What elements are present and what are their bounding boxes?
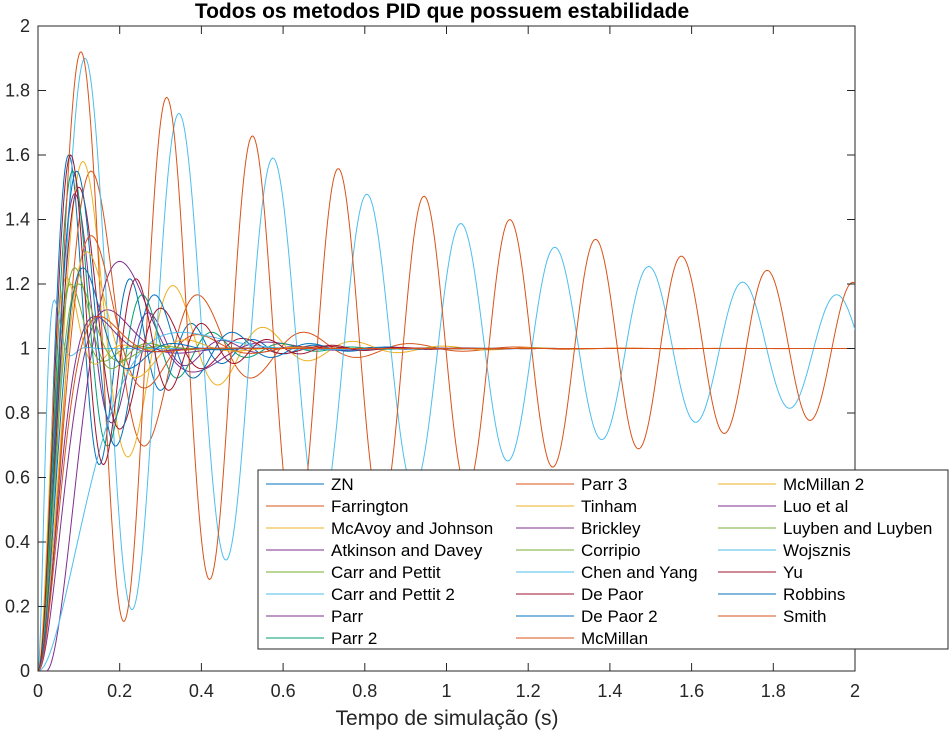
legend-label: Chen and Yang xyxy=(581,563,698,582)
x-tick-label: 0.2 xyxy=(107,681,132,701)
legend-label: McMillan 2 xyxy=(783,475,864,494)
x-axis-label: Tempo de simulação (s) xyxy=(336,707,559,730)
legend-entry: McAvoy and Johnson xyxy=(266,519,493,538)
x-tick-label: 1.6 xyxy=(679,681,704,701)
legend-label: Brickley xyxy=(581,519,641,538)
x-tick-label: 1 xyxy=(441,681,451,701)
legend-entry: Brickley xyxy=(516,519,641,538)
legend-entry: Luo et al xyxy=(718,497,848,516)
legend-entry: Carr and Pettit xyxy=(266,563,441,582)
y-tick-label: 1 xyxy=(20,339,30,359)
legend-label: Farrington xyxy=(331,497,408,516)
legend-label: Luyben and Luyben xyxy=(783,519,932,538)
y-tick-label: 0.4 xyxy=(5,532,30,552)
legend-label: McMillan xyxy=(581,629,648,648)
x-tick-label: 0 xyxy=(33,681,43,701)
legend-box xyxy=(257,469,949,650)
legend-label: Parr 3 xyxy=(581,475,627,494)
legend-label: McAvoy and Johnson xyxy=(331,519,493,538)
legend-entry: Parr 3 xyxy=(516,475,627,494)
legend-label: Carr and Pettit 2 xyxy=(331,585,455,604)
legend-label: De Paor xyxy=(581,585,644,604)
series-line-9 xyxy=(38,51,855,671)
x-tick-label: 2 xyxy=(850,681,860,701)
legend-label: De Paor 2 xyxy=(581,607,658,626)
legend-label: ZN xyxy=(331,475,354,494)
legend-entry: Farrington xyxy=(266,497,408,516)
chart-title: Todos os metodos PID que possuem estabil… xyxy=(195,0,689,23)
legend-label: Parr xyxy=(331,607,363,626)
legend-entry: Wojsznis xyxy=(718,541,851,560)
legend-entry: Carr and Pettit 2 xyxy=(266,585,455,604)
legend-label: Yu xyxy=(783,563,803,582)
legend-entry: Tinham xyxy=(516,497,637,516)
legend-entry: Robbins xyxy=(718,585,845,604)
legend-label: Smith xyxy=(783,607,826,626)
x-tick-label: 1.2 xyxy=(516,681,541,701)
legend-entry: Parr 2 xyxy=(266,629,377,648)
legend-entry: Smith xyxy=(718,607,826,626)
x-tick-label: 1.4 xyxy=(597,681,622,701)
legend-entry: Parr xyxy=(266,607,363,626)
series-line-6 xyxy=(38,57,855,671)
y-tick-label: 0 xyxy=(20,661,30,681)
legend-entry: ZN xyxy=(266,475,354,494)
legend-entry: De Paor 2 xyxy=(516,607,658,626)
y-tick-label: 2 xyxy=(20,16,30,36)
legend-label: Wojsznis xyxy=(783,541,851,560)
legend-entry: De Paor xyxy=(516,585,644,604)
legend-entry: Corripio xyxy=(516,541,641,560)
legend-label: Corripio xyxy=(581,541,641,560)
legend-entry: Luyben and Luyben xyxy=(718,519,932,538)
legend-entry: Atkinson and Davey xyxy=(266,541,483,560)
series-layer xyxy=(38,51,855,671)
x-tick-label: 1.8 xyxy=(761,681,786,701)
y-tick-label: 0.2 xyxy=(5,597,30,617)
legend-label: Atkinson and Davey xyxy=(331,541,483,560)
x-tick-label: 0.4 xyxy=(189,681,214,701)
y-tick-label: 1.2 xyxy=(5,274,30,294)
legend-entry: Chen and Yang xyxy=(516,563,698,582)
legend-entry: Yu xyxy=(718,563,803,582)
series-line-23 xyxy=(38,315,855,671)
legend-label: Tinham xyxy=(581,497,637,516)
legend-entry: McMillan xyxy=(516,629,648,648)
ticks-layer: 0 0.2 0.4 0.6 0.8 1 1.2 1.4 1.6 1.8 2 0 0.2 0.4 0.6 0.8… xyxy=(5,16,860,701)
legend-label: Parr 2 xyxy=(331,629,377,648)
y-tick-label: 1.4 xyxy=(5,210,30,230)
legend-label: Robbins xyxy=(783,585,845,604)
y-tick-label: 1.6 xyxy=(5,145,30,165)
legend: ZN Farrington McAvoy and Johnson Atkinson a… xyxy=(257,469,949,650)
y-tick-label: 0.8 xyxy=(5,403,30,423)
y-tick-label: 1.8 xyxy=(5,81,30,101)
x-tick-label: 0.8 xyxy=(352,681,377,701)
x-tick-label: 0.6 xyxy=(271,681,296,701)
legend-label: Carr and Pettit xyxy=(331,563,441,582)
legend-label: Luo et al xyxy=(783,497,848,516)
legend-entry: McMillan 2 xyxy=(718,475,864,494)
y-tick-label: 0.6 xyxy=(5,468,30,488)
